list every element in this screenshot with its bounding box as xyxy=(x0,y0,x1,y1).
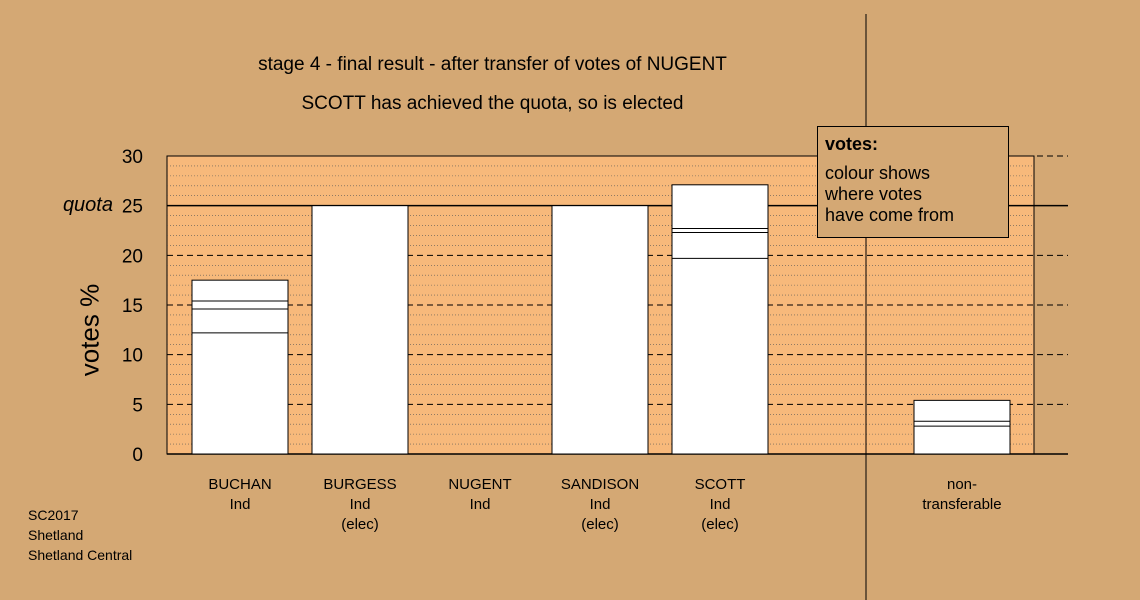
y-tick-label: 15 xyxy=(122,296,143,317)
footer: SC2017 Shetland Shetland Central xyxy=(28,505,132,565)
candidate-name: BURGESS xyxy=(323,476,397,493)
candidate-status: (elec) xyxy=(341,516,379,533)
y-axis-label: votes % xyxy=(74,283,105,377)
candidate-name: SCOTT xyxy=(694,476,746,493)
legend-line: where votes xyxy=(825,184,923,204)
y-tick-label: 5 xyxy=(132,395,143,416)
candidate-party: Ind xyxy=(709,496,731,513)
chart-subtitle: SCOTT has achieved the quota, so is elec… xyxy=(301,93,684,114)
legend-line: have come from xyxy=(825,205,955,225)
candidate-party: Ind xyxy=(229,496,251,513)
footer-line: SC2017 xyxy=(28,507,79,523)
footer-line: Shetland Central xyxy=(28,547,133,563)
legend-box: votes: colour shows where votes have com… xyxy=(817,126,1009,238)
chart-title: stage 4 - final result - after transfer … xyxy=(258,54,727,75)
candidate-name: NUGENT xyxy=(448,476,512,493)
category-label-nugent: NUGENT Ind xyxy=(420,475,540,515)
y-tick-label: 20 xyxy=(122,246,143,267)
nontransferable-label-2: transferable xyxy=(922,496,1002,513)
candidate-name: SANDISON xyxy=(560,476,640,493)
category-label-buchan: BUCHAN Ind xyxy=(180,475,300,515)
bar-nontransferable xyxy=(913,399,1011,455)
quota-label: quota xyxy=(62,194,113,216)
candidate-status: (elec) xyxy=(701,516,739,533)
bar-scott xyxy=(671,184,769,455)
category-label-scott: SCOTT Ind (elec) xyxy=(660,475,780,535)
bar-sandison xyxy=(551,205,649,455)
candidate-party: Ind xyxy=(469,496,491,513)
y-tick-label: 25 xyxy=(122,197,143,218)
y-tick-label: 30 xyxy=(122,147,143,168)
candidate-party: Ind xyxy=(589,496,611,513)
bar-buchan xyxy=(191,279,289,455)
candidate-status: (elec) xyxy=(581,516,619,533)
category-label-nontransferable: non- transferable xyxy=(902,475,1022,515)
category-label-sandison: SANDISON Ind (elec) xyxy=(540,475,660,535)
footer-line: Shetland xyxy=(28,527,84,543)
candidate-name: BUCHAN xyxy=(208,476,272,493)
legend-line: colour shows xyxy=(825,163,931,183)
legend-title: votes: xyxy=(825,134,879,154)
y-tick-label: 0 xyxy=(132,445,143,466)
category-label-burgess: BURGESS Ind (elec) xyxy=(300,475,420,535)
candidate-party: Ind xyxy=(349,496,371,513)
nontransferable-label-1: non- xyxy=(946,476,978,493)
bar-burgess xyxy=(311,205,409,455)
y-tick-label: 10 xyxy=(122,346,143,367)
